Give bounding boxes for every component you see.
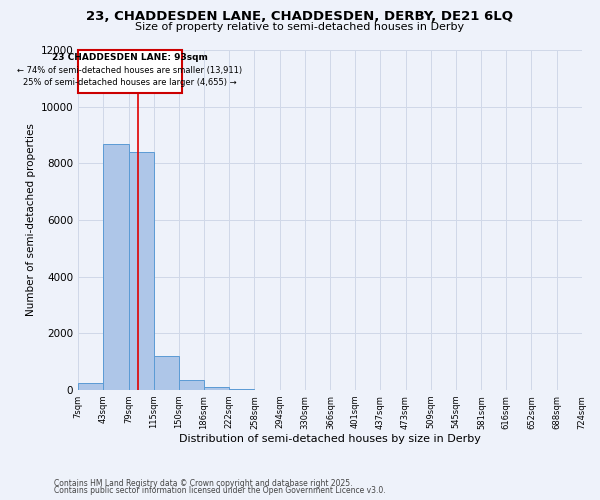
Text: 23, CHADDESDEN LANE, CHADDESDEN, DERBY, DE21 6LQ: 23, CHADDESDEN LANE, CHADDESDEN, DERBY, …: [86, 10, 514, 23]
Bar: [154, 356, 179, 390]
Bar: [78, 50, 182, 92]
Text: 25% of semi-detached houses are larger (4,655) →: 25% of semi-detached houses are larger (…: [23, 78, 237, 88]
Bar: [229, 388, 254, 390]
Bar: [204, 386, 229, 390]
Bar: [78, 383, 103, 390]
Y-axis label: Number of semi-detached properties: Number of semi-detached properties: [26, 124, 36, 316]
X-axis label: Distribution of semi-detached houses by size in Derby: Distribution of semi-detached houses by …: [179, 434, 481, 444]
Text: ← 74% of semi-detached houses are smaller (13,911): ← 74% of semi-detached houses are smalle…: [17, 66, 242, 75]
Bar: [128, 152, 154, 390]
Text: Contains HM Land Registry data © Crown copyright and database right 2025.: Contains HM Land Registry data © Crown c…: [54, 478, 353, 488]
Bar: [103, 144, 128, 390]
Text: 23 CHADDESDEN LANE: 93sqm: 23 CHADDESDEN LANE: 93sqm: [52, 54, 208, 62]
Bar: [179, 380, 204, 390]
Text: Contains public sector information licensed under the Open Government Licence v3: Contains public sector information licen…: [54, 486, 386, 495]
Text: Size of property relative to semi-detached houses in Derby: Size of property relative to semi-detach…: [136, 22, 464, 32]
